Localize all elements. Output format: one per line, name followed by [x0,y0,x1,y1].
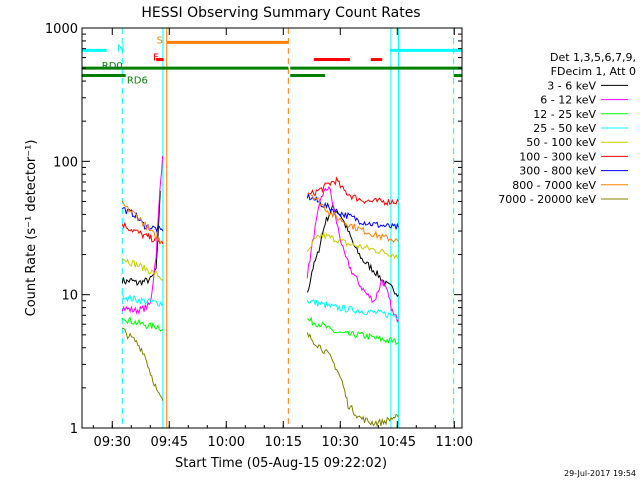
legend: Det 1,3,5,6,7,9,FDecim 1, Att 03 - 6 keV… [498,51,636,206]
legend-label-800-7000-kev: 800 - 7000 keV [512,179,596,192]
series-50-100-kev-segment-2 [306,231,399,260]
y-tick-label-1000: 1000 [45,22,78,37]
legend-label-7000-20000-kev: 7000 - 20000 keV [498,193,596,206]
flag-label-rd0: RD0 [102,61,123,72]
series-800-7000-kev-segment-1 [121,200,163,245]
flag-label-f: F [153,53,159,64]
series-300-800-kev-segment-1 [121,207,164,234]
x-axis-label: Start Time (05-Aug-15 09:22:02) [175,456,387,471]
series-6-12-kev-segment-1 [121,155,164,316]
y-tick-label-10: 10 [61,289,78,304]
x-tick-label-10-15: 10:15 [265,435,302,450]
flag-label-rd6: RD6 [127,76,148,87]
y-tick-label-1: 1 [70,422,78,437]
chart-title: HESSI Observing Summary Count Rates [141,5,420,21]
legend-label-50-100-kev: 50 - 100 keV [526,136,596,149]
x-tick-label-10-45: 10:45 [379,435,416,450]
series-7000-20000-kev-segment-1 [122,327,164,401]
legend-label-25-50-kev: 25 - 50 keV [533,122,596,135]
y-axis-label: Count Rate (s⁻¹ detector⁻¹) [24,140,39,317]
x-tick-label-09-30: 09:30 [94,435,131,450]
legend-label-3-6-kev: 3 - 6 keV [547,79,596,92]
series-100-300-kev-segment-2 [306,176,399,207]
legend-label-100-300-kev: 100 - 300 keV [519,150,596,163]
series-6-12-kev-segment-2 [306,185,399,324]
legend-label-300-800-kev: 300 - 800 keV [519,165,596,178]
x-tick-label-09-45: 09:45 [151,435,188,450]
plot-frame [81,27,463,429]
legend-header-line-2: FDecim 1, Att 0 [551,65,636,78]
plot-area: SF N RD0 RD6 [81,28,462,428]
x-tick-label-10-00: 10:00 [208,435,245,450]
series-3-6-kev-segment-1 [121,190,161,287]
x-tick-label-11-00: 11:00 [436,435,473,450]
series-50-100-kev-segment-1 [121,258,164,281]
flag-label-n: N [117,43,124,54]
axes: 09:30 09:45 10:00 10:15 10:30 10:45 11:00 1 10 10… [45,22,473,450]
legend-label-6-12-kev: 6 - 12 keV [540,94,596,107]
legend-header-line-1: Det 1,3,5,6,7,9, [550,51,636,64]
series-300-800-kev-segment-2 [306,192,399,230]
series-12-25-kev-segment-2 [306,316,399,346]
footer-timestamp: 29-Jul-2017 19:54 [564,469,636,478]
series-7000-20000-kev-segment-2 [306,332,399,428]
series-800-7000-kev-segment-2 [307,192,399,243]
legend-label-12-25-kev: 12 - 25 keV [533,108,596,121]
series-3-6-kev-segment-2 [306,203,399,298]
y-tick-label-100: 100 [53,155,78,170]
series-25-50-kev-segment-1 [121,291,164,307]
flag-label-s: S [157,35,163,46]
series-12-25-kev-segment-1 [121,316,164,332]
series-25-50-kev-segment-2 [306,299,399,320]
x-tick-label-10-30: 10:30 [322,435,359,450]
